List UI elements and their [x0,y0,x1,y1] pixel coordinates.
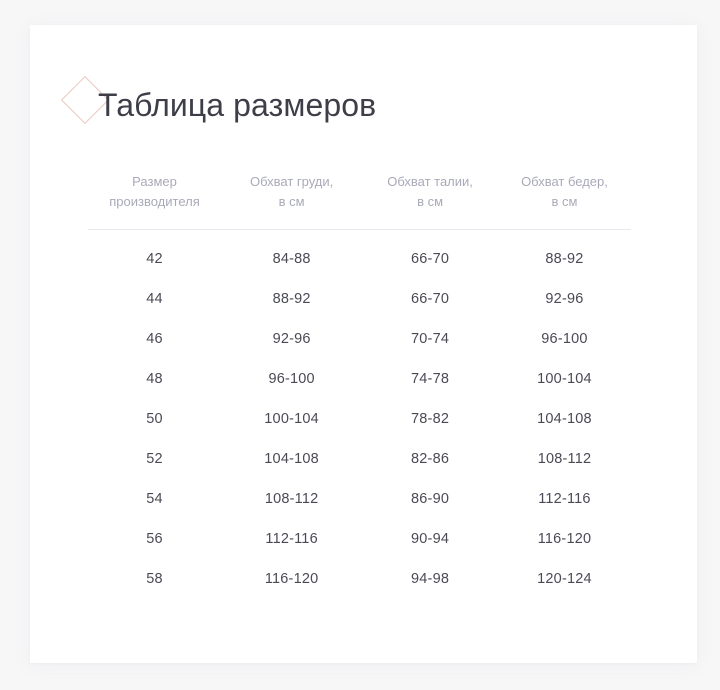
table-row: 50 100-104 78-82 104-108 [88,399,631,439]
column-header-hips: Обхват бедер, в см [497,172,631,231]
cell-waist: 78-82 [411,411,450,428]
cell-chest: 92-96 [272,331,311,348]
column-header-waist-line1: Обхват талии, [387,174,473,189]
cell-hips: 96-100 [541,331,588,348]
table-body: 42 84-88 66-70 88-92 44 88-92 66-70 92-9… [88,230,631,600]
page-title: Таблица размеров [98,87,377,124]
cell-size: 50 [146,411,163,428]
cell-waist: 74-78 [411,371,450,388]
cell-size: 56 [146,531,163,548]
cell-chest: 104-108 [264,451,319,468]
cell-waist: 70-74 [411,331,450,348]
column-header-waist: Обхват талии, в см [362,172,498,231]
table-row: 42 84-88 66-70 88-92 [88,230,631,280]
cell-chest: 108-112 [264,491,319,508]
cell-chest: 88-92 [272,291,311,308]
cell-hips: 92-96 [545,291,584,308]
table-row: 58 116-120 94-98 120-124 [88,559,631,599]
cell-size: 46 [146,331,163,348]
column-header-waist-line2: в см [417,194,444,210]
table-row: 46 92-96 70-74 96-100 [88,319,631,359]
cell-waist: 94-98 [411,571,450,588]
cell-hips: 104-108 [537,411,592,428]
column-header-size-line2: производителя [109,194,200,210]
cell-chest: 100-104 [264,411,319,428]
column-header-chest-line1: Обхват груди, [249,174,334,189]
table-row: 48 96-100 74-78 100-104 [88,359,631,399]
cell-hips: 88-92 [545,251,584,268]
size-chart-table: Размер производителя Обхват груди, в см … [88,172,631,599]
cell-size: 54 [146,491,163,508]
cell-size: 52 [146,451,163,468]
cell-waist: 66-70 [411,291,450,308]
cell-hips: 116-120 [537,531,592,548]
cell-hips: 108-112 [537,451,592,468]
cell-waist: 82-86 [411,451,450,468]
table-row: 56 112-116 90-94 116-120 [88,519,631,559]
cell-hips: 120-124 [537,571,592,588]
column-header-size: Размер производителя [88,172,222,231]
column-header-chest-line2: в см [278,194,305,210]
cell-waist: 86-90 [411,491,450,508]
cell-chest: 112-116 [265,531,318,548]
cell-hips: 112-116 [538,491,591,508]
table-header-row: Размер производителя Обхват груди, в см … [88,172,631,231]
table-row: 52 104-108 82-86 108-112 [88,439,631,479]
cell-size: 58 [146,571,163,588]
column-header-chest: Обхват груди, в см [221,172,363,231]
cell-size: 48 [146,371,163,388]
table-row: 44 88-92 66-70 92-96 [88,279,631,319]
cell-size: 42 [146,251,163,268]
title-block: Таблица размеров [60,75,377,134]
cell-size: 44 [146,291,163,308]
cell-waist: 66-70 [411,251,450,268]
table-row: 54 108-112 86-90 112-116 [88,479,631,519]
column-header-hips-line2: в см [551,194,578,210]
size-chart-card: Таблица размеров Размер производителя Об… [30,25,697,663]
table-header: Размер производителя Обхват груди, в см … [88,172,631,231]
cell-chest: 96-100 [268,371,315,388]
column-header-size-line1: Размер [132,174,177,189]
cell-waist: 90-94 [411,531,450,548]
column-header-hips-line1: Обхват бедер, [521,174,608,189]
cell-hips: 100-104 [537,371,592,388]
cell-chest: 116-120 [264,571,319,588]
cell-chest: 84-88 [272,251,311,268]
